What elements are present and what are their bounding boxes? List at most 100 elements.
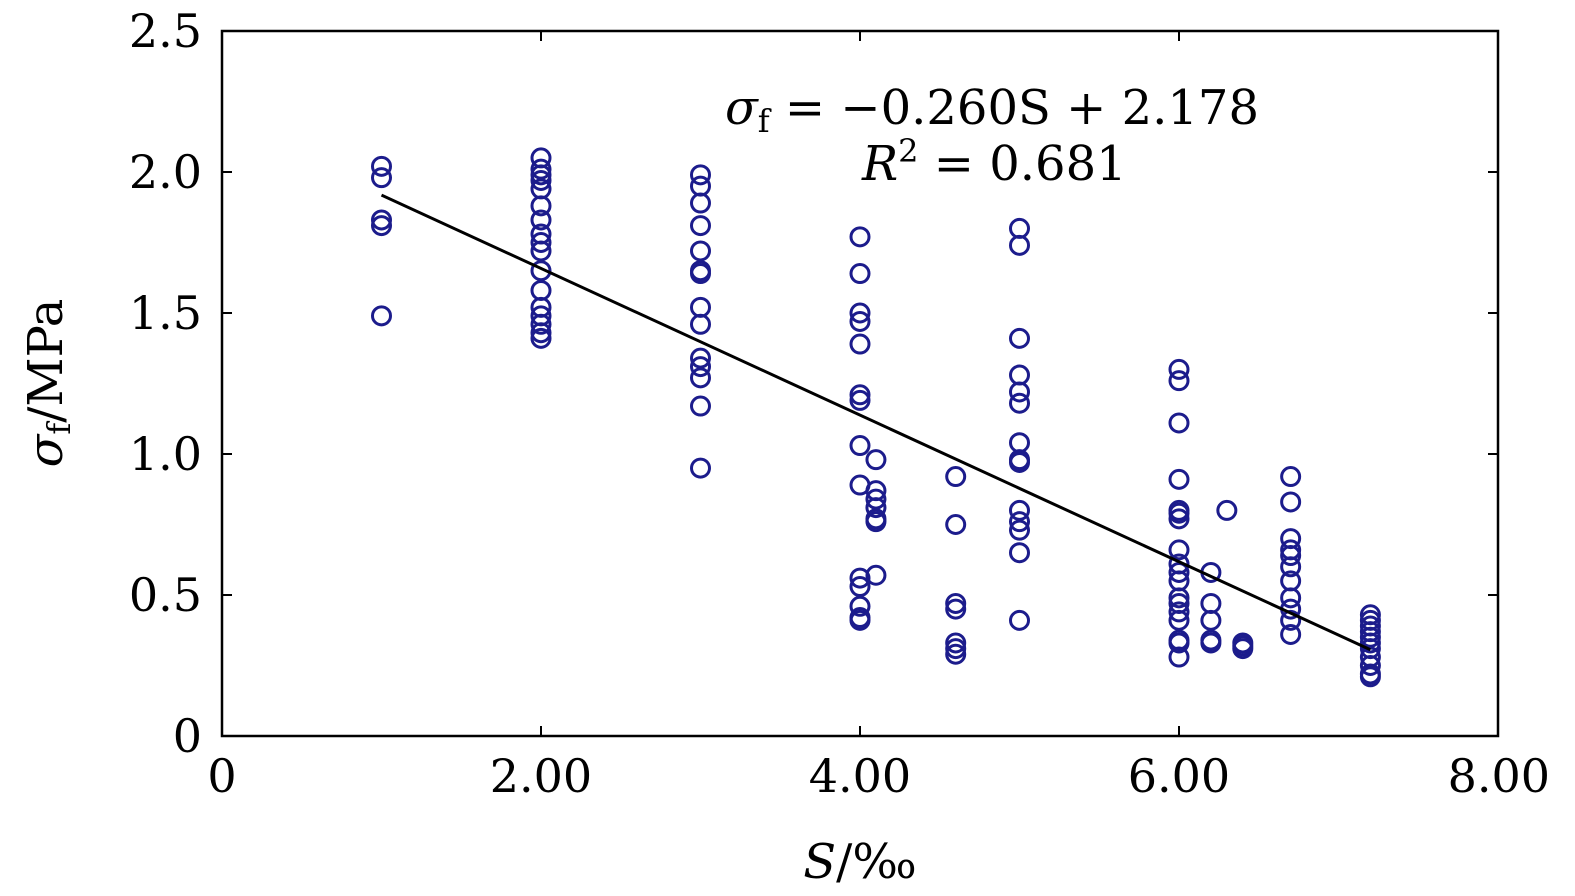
r-squared-superscript: 2 bbox=[898, 132, 918, 170]
data-point bbox=[1280, 545, 1302, 567]
data-point bbox=[849, 310, 871, 332]
data-point bbox=[1280, 623, 1302, 645]
x-tick-label: 4.00 bbox=[809, 749, 911, 803]
data-point bbox=[690, 164, 711, 186]
data-point bbox=[530, 209, 552, 231]
x-tick-label: 0 bbox=[207, 749, 236, 803]
x-axis-unit: ‰ bbox=[852, 834, 916, 890]
data-point bbox=[1280, 491, 1302, 513]
data-point bbox=[1168, 412, 1190, 434]
data-point bbox=[1359, 632, 1381, 654]
data-point bbox=[849, 609, 871, 631]
data-point bbox=[849, 384, 871, 406]
data-point bbox=[1280, 466, 1302, 488]
data-point bbox=[690, 356, 711, 378]
x-axis-var: S bbox=[803, 834, 836, 890]
x-tick-label: 8.00 bbox=[1448, 749, 1550, 803]
equation-lhs: σ bbox=[725, 80, 759, 136]
data-point bbox=[690, 175, 711, 197]
data-point bbox=[1200, 592, 1222, 614]
data-point bbox=[690, 347, 711, 369]
data-point bbox=[1009, 217, 1030, 239]
data-point bbox=[1168, 370, 1190, 392]
data-point bbox=[1168, 587, 1190, 609]
data-point bbox=[530, 327, 552, 349]
data-point bbox=[690, 313, 711, 335]
data-point bbox=[849, 333, 871, 355]
x-axis-title: S/‰ bbox=[803, 834, 916, 890]
data-point bbox=[1009, 511, 1030, 533]
y-axis-ticks: 0 0.5 1.0 1.5 2.0 2.5 bbox=[129, 4, 1498, 763]
data-point bbox=[371, 215, 392, 237]
x-tick-label: 6.00 bbox=[1128, 749, 1230, 803]
data-point bbox=[1009, 499, 1030, 521]
y-axis-var: σ bbox=[18, 433, 74, 467]
data-point bbox=[865, 564, 887, 586]
data-point bbox=[865, 449, 887, 471]
y-tick-label: 0 bbox=[173, 709, 202, 763]
data-point bbox=[690, 263, 711, 285]
data-point bbox=[1009, 392, 1030, 414]
data-point bbox=[371, 167, 392, 189]
data-point bbox=[945, 643, 967, 665]
data-point bbox=[1168, 609, 1190, 631]
data-point bbox=[530, 158, 552, 180]
data-points bbox=[371, 147, 1381, 688]
y-tick-label: 0.5 bbox=[129, 568, 202, 622]
y-tick-label: 1.5 bbox=[129, 286, 202, 340]
data-point bbox=[1359, 626, 1381, 648]
y-axis-sep: / bbox=[18, 406, 74, 423]
x-axis-ticks: 0 2.00 4.00 6.00 8.00 bbox=[207, 31, 1550, 803]
r-squared-lhs: R bbox=[861, 136, 898, 192]
data-point bbox=[945, 592, 967, 614]
data-point bbox=[849, 435, 871, 457]
data-point bbox=[690, 215, 711, 237]
data-point bbox=[1009, 609, 1030, 631]
data-point bbox=[849, 595, 871, 617]
data-point bbox=[530, 279, 552, 301]
data-point bbox=[1009, 519, 1030, 541]
y-tick-label: 1.0 bbox=[129, 427, 202, 481]
x-axis-sep: / bbox=[836, 834, 853, 890]
data-point bbox=[849, 302, 871, 324]
data-point bbox=[1200, 609, 1222, 631]
equation-label: σf = −0.260S + 2.178 bbox=[725, 80, 1259, 140]
data-point bbox=[1168, 539, 1190, 561]
data-point bbox=[530, 195, 552, 217]
data-point bbox=[1168, 632, 1190, 654]
y-axis-subscript: f bbox=[40, 421, 78, 435]
data-point bbox=[1009, 542, 1030, 564]
y-tick-label: 2.0 bbox=[129, 145, 202, 199]
data-point bbox=[690, 457, 711, 479]
y-tick-label: 2.5 bbox=[129, 4, 202, 58]
data-point bbox=[849, 567, 871, 589]
data-point bbox=[1168, 601, 1190, 623]
data-point bbox=[865, 497, 887, 519]
data-point bbox=[1168, 468, 1190, 490]
data-point bbox=[371, 155, 392, 177]
data-point bbox=[530, 164, 552, 186]
data-point bbox=[690, 192, 711, 214]
data-point bbox=[865, 511, 887, 533]
data-point bbox=[1359, 666, 1381, 688]
data-point bbox=[1232, 638, 1254, 660]
data-point bbox=[1009, 432, 1030, 454]
data-point bbox=[1009, 364, 1030, 386]
data-point bbox=[690, 395, 711, 417]
y-axis-title: σf/MPa bbox=[18, 299, 78, 468]
data-point bbox=[945, 466, 967, 488]
data-point bbox=[1216, 499, 1238, 521]
data-point bbox=[1200, 632, 1222, 654]
data-point bbox=[530, 169, 552, 191]
data-point bbox=[530, 232, 552, 253]
data-point bbox=[1280, 556, 1302, 578]
data-point bbox=[690, 240, 711, 262]
equation-rhs: = −0.260S + 2.178 bbox=[770, 80, 1259, 136]
data-point bbox=[371, 305, 392, 327]
data-point bbox=[849, 389, 871, 411]
data-point bbox=[945, 638, 967, 660]
data-point bbox=[945, 598, 967, 620]
data-point bbox=[945, 632, 967, 654]
x-tick-label: 2.00 bbox=[490, 749, 592, 803]
